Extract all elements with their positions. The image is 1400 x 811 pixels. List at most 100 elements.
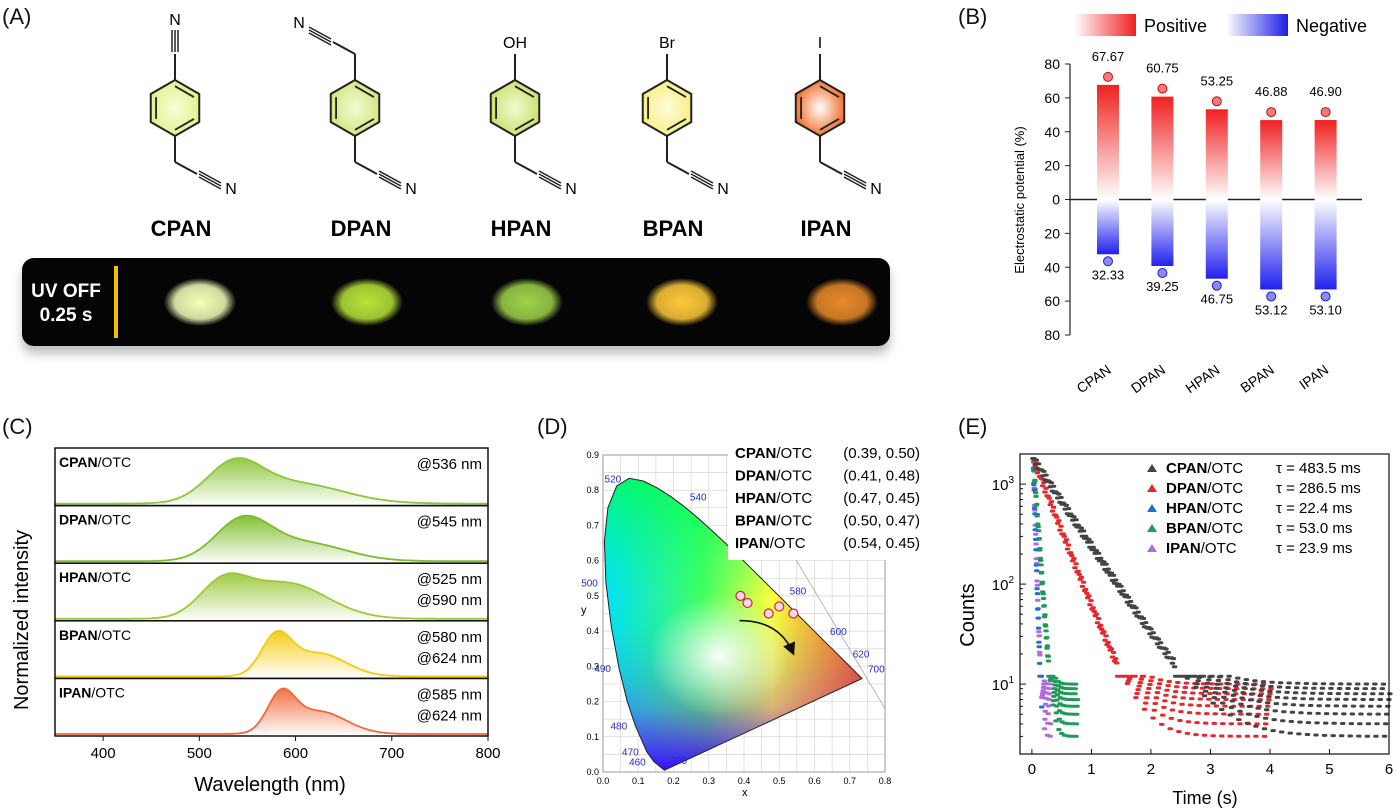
molecule-name: HPAN (491, 216, 552, 241)
triple-bond (198, 173, 222, 187)
x-axis-title: x (742, 787, 748, 799)
spectrum-line (55, 572, 488, 620)
bond (666, 161, 690, 175)
bar-negative (1151, 199, 1174, 266)
uv-off-label: UV OFF (31, 281, 101, 302)
cie-point-cpan (735, 590, 746, 601)
legend-coords: (0.50, 0.47) (843, 513, 920, 530)
x-tick-label: 1 (1087, 761, 1095, 778)
bond (819, 161, 843, 175)
molecule-cpan: N N CPAN (149, 12, 237, 241)
molecule-structures: N N CPAN N N DPAN OH N HPAN Br N BPAN I N IPAN (149, 12, 882, 241)
y-tick-label: 60 (1044, 90, 1060, 106)
legend-coords: (0.54, 0.45) (843, 535, 920, 552)
spectrum-row-bpan: BPAN/OTC @580 nm @624 nm (54, 620, 489, 680)
substituent-label: I (818, 35, 822, 52)
x-tick-label: 0.7 (843, 776, 856, 786)
x-tick-label: 0.0 (597, 776, 610, 786)
bond (354, 161, 378, 175)
uv-time-label: 0.25 s (39, 305, 93, 326)
emission-spectra-chart: Normalized intensity Wavelength (nm) CPA… (11, 447, 500, 796)
bar-positive (1097, 84, 1119, 200)
bar-positive (1205, 109, 1228, 200)
legend-negative-swatch (1226, 14, 1288, 36)
y-tick-label: 80 (1044, 56, 1060, 72)
axis-frame (1019, 453, 1390, 755)
wavelength-label: 620 (853, 649, 870, 660)
molecule-name: CPAN (151, 216, 212, 241)
label-negative: 53.12 (1255, 302, 1288, 317)
triple-bond (538, 176, 562, 190)
panel-label-e: (E) (958, 414, 988, 439)
double-bond (514, 118, 535, 131)
wavelength-label: 460 (629, 758, 646, 769)
wavelength-label: 700 (868, 665, 885, 676)
y-tick-label: 80 (1044, 327, 1060, 343)
y-axis-title: Electrostatic potential (%) (1012, 126, 1027, 273)
legend-entry-hpan: HPAN/OTC (1166, 500, 1243, 517)
spectrum-line (55, 629, 488, 678)
powder-sample (491, 278, 563, 326)
legend-coords: (0.39, 0.50) (843, 445, 920, 462)
spectrum-fill (55, 515, 488, 562)
molecule-bpan: Br N BPAN (641, 35, 729, 241)
legend-entry-ipan: IPAN/OTC (1166, 540, 1237, 557)
cie-point-dpan (742, 597, 753, 609)
sample-label: DPAN/OTC (59, 512, 131, 528)
triple-bond (538, 170, 562, 184)
afterglow-decay-chart: Counts Time (s) 0 1 2 3 4 5 6 101 102 103 CPAN/OT… (957, 453, 1393, 808)
bar-negative (1260, 199, 1283, 290)
legend-lifetime: τ = 22.4 ms (1276, 500, 1352, 517)
bond (332, 41, 356, 55)
legend-entry-dpan: DPAN/OTC (735, 468, 812, 485)
marker-negative (1266, 291, 1277, 302)
label-negative: 32.33 (1092, 267, 1125, 282)
legend-entry-cpan: CPAN/OTC (1166, 460, 1243, 477)
legend-coords: (0.41, 0.48) (843, 468, 920, 485)
y-tick-label: 0.5 (586, 591, 599, 601)
legend-entry-bpan: BPAN/OTC (735, 513, 812, 530)
bar-positive (1260, 120, 1283, 200)
marker-negative (1211, 280, 1222, 291)
wavelength-label: 600 (830, 627, 847, 638)
legend-lifetime: τ = 483.5 ms (1276, 460, 1361, 477)
x-tick-label: 0.5 (773, 776, 786, 786)
substituent-label: Br (659, 35, 676, 52)
y-tick-label: 40 (1044, 124, 1060, 140)
triple-bond (198, 170, 222, 184)
x-tick-label: 600 (283, 745, 308, 762)
marker-positive (1103, 71, 1113, 82)
nitrile-label: N (870, 181, 882, 198)
y-tick-label: 0.7 (586, 520, 599, 530)
x-tick-label: 0.8 (879, 776, 892, 786)
x-tick-label: 4 (1266, 761, 1274, 778)
legend-lifetime: τ = 286.5 ms (1276, 480, 1361, 497)
triple-bond (843, 170, 867, 184)
panel-label-a: (A) (2, 4, 32, 29)
nitrile-label: N (717, 181, 729, 198)
y-tick-label: 0.2 (586, 697, 599, 707)
sample-label: HPAN/OTC (59, 569, 131, 585)
benzene-ring (149, 78, 201, 138)
triple-bond (843, 173, 867, 187)
cie-chromaticity-diagram: 520540560580600620700500490480470460380 … (581, 440, 928, 799)
legend-coords: (0.47, 0.45) (843, 490, 920, 507)
x-tick-label: BPAN (1237, 361, 1277, 395)
y-tick-label: 101 (992, 675, 1015, 694)
marker-positive (1266, 107, 1277, 118)
peak-label: @585 nm (417, 686, 482, 703)
x-tick-label: 0 (1028, 761, 1036, 778)
powder-sample (646, 278, 718, 326)
wavelength-label: 520 (605, 474, 622, 485)
molecule-dpan: N N DPAN (293, 15, 417, 241)
spectrum-row-dpan: DPAN/OTC @545 nm (54, 504, 489, 564)
x-tick-label: 0.6 (808, 776, 821, 786)
benzene-ring (329, 78, 381, 138)
double-bond (666, 85, 687, 98)
spectrum-line (55, 514, 488, 563)
y-tick-label: 0 (1052, 192, 1060, 208)
x-tick-label: 800 (475, 745, 500, 762)
x-tick-label: DPAN (1128, 361, 1168, 396)
bond (174, 161, 198, 175)
triple-bond (843, 176, 867, 190)
